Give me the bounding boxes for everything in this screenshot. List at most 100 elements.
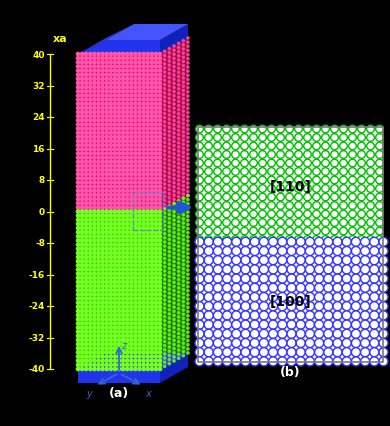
Circle shape — [146, 136, 149, 139]
Circle shape — [138, 227, 141, 230]
Circle shape — [97, 157, 100, 160]
Circle shape — [105, 330, 108, 334]
Circle shape — [122, 235, 125, 239]
Circle shape — [80, 210, 84, 213]
Circle shape — [154, 82, 158, 85]
Circle shape — [173, 269, 175, 271]
Circle shape — [117, 173, 121, 176]
Circle shape — [122, 161, 125, 164]
Text: (b): (b) — [280, 365, 301, 378]
Circle shape — [109, 58, 112, 60]
Circle shape — [187, 232, 189, 234]
Circle shape — [259, 126, 266, 133]
Circle shape — [269, 330, 278, 339]
Circle shape — [130, 74, 133, 77]
Circle shape — [154, 219, 158, 222]
Circle shape — [187, 323, 189, 325]
Circle shape — [109, 273, 112, 276]
Circle shape — [113, 190, 117, 193]
Circle shape — [130, 363, 133, 367]
Circle shape — [168, 61, 170, 63]
Circle shape — [177, 200, 180, 202]
Circle shape — [109, 248, 112, 251]
Circle shape — [93, 173, 96, 176]
Circle shape — [223, 126, 230, 133]
Circle shape — [142, 70, 145, 73]
Circle shape — [109, 202, 112, 205]
Circle shape — [342, 247, 351, 256]
Circle shape — [113, 330, 117, 334]
Circle shape — [142, 339, 145, 342]
Circle shape — [101, 173, 104, 176]
Circle shape — [158, 281, 161, 284]
Circle shape — [113, 161, 117, 164]
Circle shape — [241, 357, 250, 366]
Circle shape — [173, 170, 175, 172]
Circle shape — [130, 235, 133, 239]
Circle shape — [333, 256, 342, 265]
Circle shape — [109, 363, 112, 367]
Circle shape — [177, 271, 180, 273]
Circle shape — [177, 275, 180, 277]
Circle shape — [85, 289, 88, 292]
Circle shape — [168, 243, 170, 245]
Circle shape — [159, 223, 161, 226]
Circle shape — [80, 66, 84, 69]
Circle shape — [80, 248, 84, 251]
Circle shape — [134, 58, 137, 60]
Polygon shape — [160, 25, 188, 55]
Circle shape — [93, 244, 96, 247]
Circle shape — [109, 289, 112, 292]
Circle shape — [250, 134, 257, 142]
Circle shape — [154, 186, 158, 189]
Circle shape — [187, 331, 189, 334]
Circle shape — [154, 99, 158, 102]
Circle shape — [324, 339, 333, 348]
Circle shape — [101, 115, 104, 118]
Circle shape — [117, 95, 121, 98]
Circle shape — [101, 140, 104, 143]
Circle shape — [361, 265, 370, 274]
Circle shape — [80, 148, 84, 152]
Circle shape — [168, 94, 170, 96]
Circle shape — [195, 330, 204, 339]
Circle shape — [154, 70, 158, 73]
Circle shape — [89, 219, 92, 222]
Circle shape — [158, 74, 161, 77]
Circle shape — [187, 240, 189, 243]
Circle shape — [177, 283, 180, 285]
Circle shape — [146, 343, 149, 346]
Circle shape — [173, 149, 175, 152]
Circle shape — [269, 247, 278, 256]
Circle shape — [259, 194, 266, 201]
Circle shape — [146, 219, 149, 222]
Circle shape — [313, 134, 320, 142]
Circle shape — [150, 115, 153, 118]
Circle shape — [196, 185, 203, 193]
Circle shape — [159, 260, 161, 263]
Circle shape — [173, 108, 175, 110]
Circle shape — [142, 86, 145, 89]
Circle shape — [159, 327, 161, 329]
Circle shape — [76, 343, 80, 346]
Circle shape — [159, 252, 161, 255]
Circle shape — [105, 86, 108, 89]
Circle shape — [182, 65, 184, 68]
Circle shape — [177, 109, 180, 112]
Circle shape — [76, 153, 80, 156]
Circle shape — [109, 355, 112, 358]
Circle shape — [159, 277, 161, 279]
Circle shape — [205, 168, 212, 176]
Circle shape — [93, 198, 96, 201]
Circle shape — [204, 348, 213, 357]
Circle shape — [80, 111, 84, 114]
Circle shape — [130, 293, 133, 296]
Circle shape — [117, 148, 121, 152]
Circle shape — [93, 355, 96, 358]
Circle shape — [154, 297, 158, 300]
Circle shape — [187, 199, 189, 201]
Circle shape — [113, 285, 117, 288]
Circle shape — [130, 107, 133, 110]
Circle shape — [126, 86, 129, 89]
Circle shape — [367, 177, 374, 184]
